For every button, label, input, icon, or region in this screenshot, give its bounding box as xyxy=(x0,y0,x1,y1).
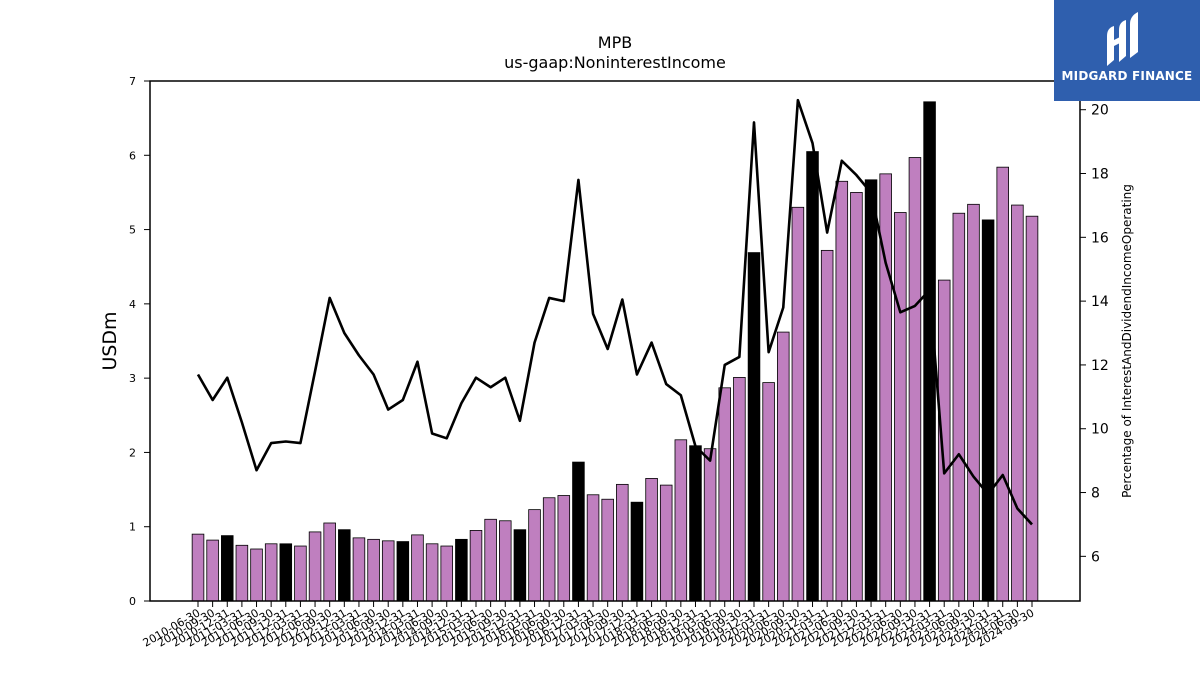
bar-2021-03-31 xyxy=(820,249,834,602)
left-tick-label: 6 xyxy=(129,149,136,162)
bar-2020-09-30 xyxy=(791,206,805,602)
bar-series xyxy=(191,101,1039,602)
bar-2013-03-31 xyxy=(352,537,366,602)
chart-title: MPB xyxy=(598,33,632,52)
bar-2020-06-30 xyxy=(777,331,790,602)
left-tick-label: 5 xyxy=(129,224,136,237)
bar-2020-03-31 xyxy=(762,382,775,602)
left-tick-label: 3 xyxy=(129,372,136,385)
bar-2018-03-31 xyxy=(645,478,658,602)
bar-2023-09-30 xyxy=(967,203,980,602)
plot-frame xyxy=(149,80,1081,602)
bar-2021-12-31 xyxy=(864,179,878,602)
left-tick-label: 2 xyxy=(129,446,136,459)
bar-2018-12-31 xyxy=(689,445,702,602)
bar-2023-03-31 xyxy=(937,279,951,602)
logo-text: MIDGARD FINANCE xyxy=(1061,69,1193,83)
bar-2012-12-31 xyxy=(338,529,351,602)
bar-2019-06-30 xyxy=(718,387,731,602)
bar-2017-06-30 xyxy=(601,498,614,602)
bar-2016-06-30 xyxy=(542,497,556,602)
left-y-axis-label: USDm xyxy=(99,311,121,370)
bar-2019-09-30 xyxy=(733,376,746,602)
bar-2014-09-30 xyxy=(440,545,453,602)
chart-subtitle: us-gaap:NoninterestIncome xyxy=(504,53,726,72)
bar-2013-06-30 xyxy=(367,538,380,602)
bar-2010-12-31 xyxy=(221,535,234,602)
x-axis: 2010-06-302010-09-302010-12-312011-03-31… xyxy=(141,601,1037,650)
bar-2011-06-30 xyxy=(250,548,263,602)
bar-2013-12-31 xyxy=(396,541,410,602)
bar-2024-03-31 xyxy=(996,166,1009,602)
bar-2015-03-31 xyxy=(469,530,483,602)
bar-2019-12-31 xyxy=(747,252,761,602)
bar-2015-12-31 xyxy=(513,529,527,602)
bar-2024-06-30 xyxy=(1011,204,1024,602)
bar-2024-09-30 xyxy=(1025,215,1039,602)
right-tick-label: 10 xyxy=(1091,422,1109,438)
right-tick-label: 20 xyxy=(1091,103,1109,119)
right-tick-label: 18 xyxy=(1091,167,1109,183)
bar-2014-06-30 xyxy=(425,543,439,602)
right-tick-label: 14 xyxy=(1091,294,1109,310)
line-percentage xyxy=(196,98,1033,526)
left-y-axis: 0 1 2 3 4 5 6 7 xyxy=(129,75,150,608)
right-y-axis: 6 8 10 12 14 16 18 20 xyxy=(1080,103,1109,565)
bar-2016-12-31 xyxy=(572,461,585,602)
bar-2018-06-30 xyxy=(659,484,673,602)
bar-2019-03-31 xyxy=(703,448,717,602)
bar-2022-06-30 xyxy=(894,212,907,602)
bar-2017-03-31 xyxy=(586,494,600,602)
bar-2010-09-30 xyxy=(206,539,219,602)
bar-2018-09-30 xyxy=(674,439,688,602)
bar-2015-06-30 xyxy=(484,518,497,602)
bar-2010-06-30 xyxy=(191,533,205,602)
bar-2012-09-30 xyxy=(323,522,336,602)
bar-2017-09-30 xyxy=(616,483,629,602)
right-y-axis-label: Percentage of InterestAndDividendIncomeO… xyxy=(1120,184,1134,498)
bar-2012-06-30 xyxy=(308,531,322,602)
right-tick-label: 12 xyxy=(1091,358,1109,374)
left-tick-label: 4 xyxy=(129,298,136,311)
bar-2023-06-30 xyxy=(952,212,966,602)
bar-2021-09-30 xyxy=(850,192,863,602)
bar-2014-03-31 xyxy=(411,534,424,602)
bar-2021-06-30 xyxy=(835,180,849,602)
right-tick-label: 6 xyxy=(1091,549,1100,565)
bar-2015-09-30 xyxy=(499,520,512,602)
bar-2014-12-31 xyxy=(455,538,468,602)
bar-2022-09-30 xyxy=(908,157,922,602)
bar-2016-09-30 xyxy=(557,495,571,602)
bar-2012-03-31 xyxy=(294,545,307,602)
left-tick-label: 7 xyxy=(129,75,136,88)
bar-2013-09-30 xyxy=(381,540,395,602)
right-tick-label: 8 xyxy=(1091,486,1100,502)
bar-2020-12-31 xyxy=(806,151,819,602)
bar-2016-03-31 xyxy=(528,509,541,602)
midgard-logo-icon xyxy=(1107,12,1138,66)
midgard-finance-logo: MIDGARD FINANCE xyxy=(1054,0,1200,101)
bar-2011-09-30 xyxy=(264,543,278,602)
bar-2023-12-31 xyxy=(981,219,995,602)
bar-2011-03-31 xyxy=(235,544,249,602)
right-tick-label: 16 xyxy=(1091,230,1109,246)
left-tick-label: 0 xyxy=(129,595,136,608)
bar-2011-12-31 xyxy=(279,543,293,602)
bar-2017-12-31 xyxy=(630,501,644,602)
line-series xyxy=(196,98,1033,526)
left-tick-label: 1 xyxy=(129,521,136,534)
